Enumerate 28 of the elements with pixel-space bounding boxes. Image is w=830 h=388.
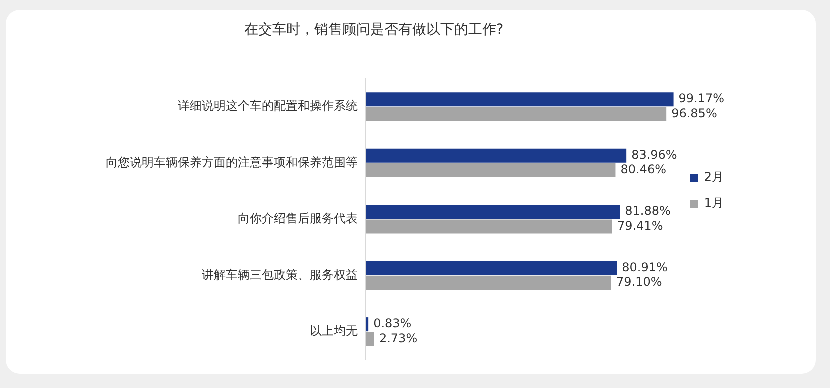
legend-label: 2月 <box>704 170 724 184</box>
bar <box>366 107 667 122</box>
data-label: 99.17% <box>678 92 725 106</box>
data-label: 81.88% <box>625 204 671 218</box>
bar <box>366 148 627 163</box>
bar <box>366 276 612 290</box>
y-tick-label: 讲解车辆三包政策、服务权益 <box>202 268 358 282</box>
bar <box>366 261 618 276</box>
data-label: 79.10% <box>616 275 662 290</box>
data-label: 80.91% <box>622 260 668 274</box>
data-label: 2.73% <box>379 331 418 346</box>
bar <box>366 92 674 107</box>
data-label: 0.83% <box>374 316 412 331</box>
bar <box>366 220 612 234</box>
bar <box>366 318 369 332</box>
y-tick-label: 以上均无 <box>310 324 358 338</box>
bar <box>366 205 620 220</box>
y-tick-label: 详细说明这个车的配置和操作系统 <box>178 99 358 114</box>
data-label: 80.46% <box>620 162 666 177</box>
y-tick-label: 向你介绍售后服务代表 <box>238 212 358 226</box>
data-label: 79.41% <box>617 218 664 233</box>
bar <box>366 332 374 346</box>
chart-title: 在交车时，销售顾问是否有做以下的工作? <box>244 22 504 38</box>
data-label: 96.85% <box>672 106 718 120</box>
bar <box>366 163 616 178</box>
y-tick-label: 向您说明车辆保养方面的注意事项和保养范围等 <box>106 155 358 170</box>
legend-label: 1月 <box>704 196 724 210</box>
data-label: 83.96% <box>632 148 678 162</box>
